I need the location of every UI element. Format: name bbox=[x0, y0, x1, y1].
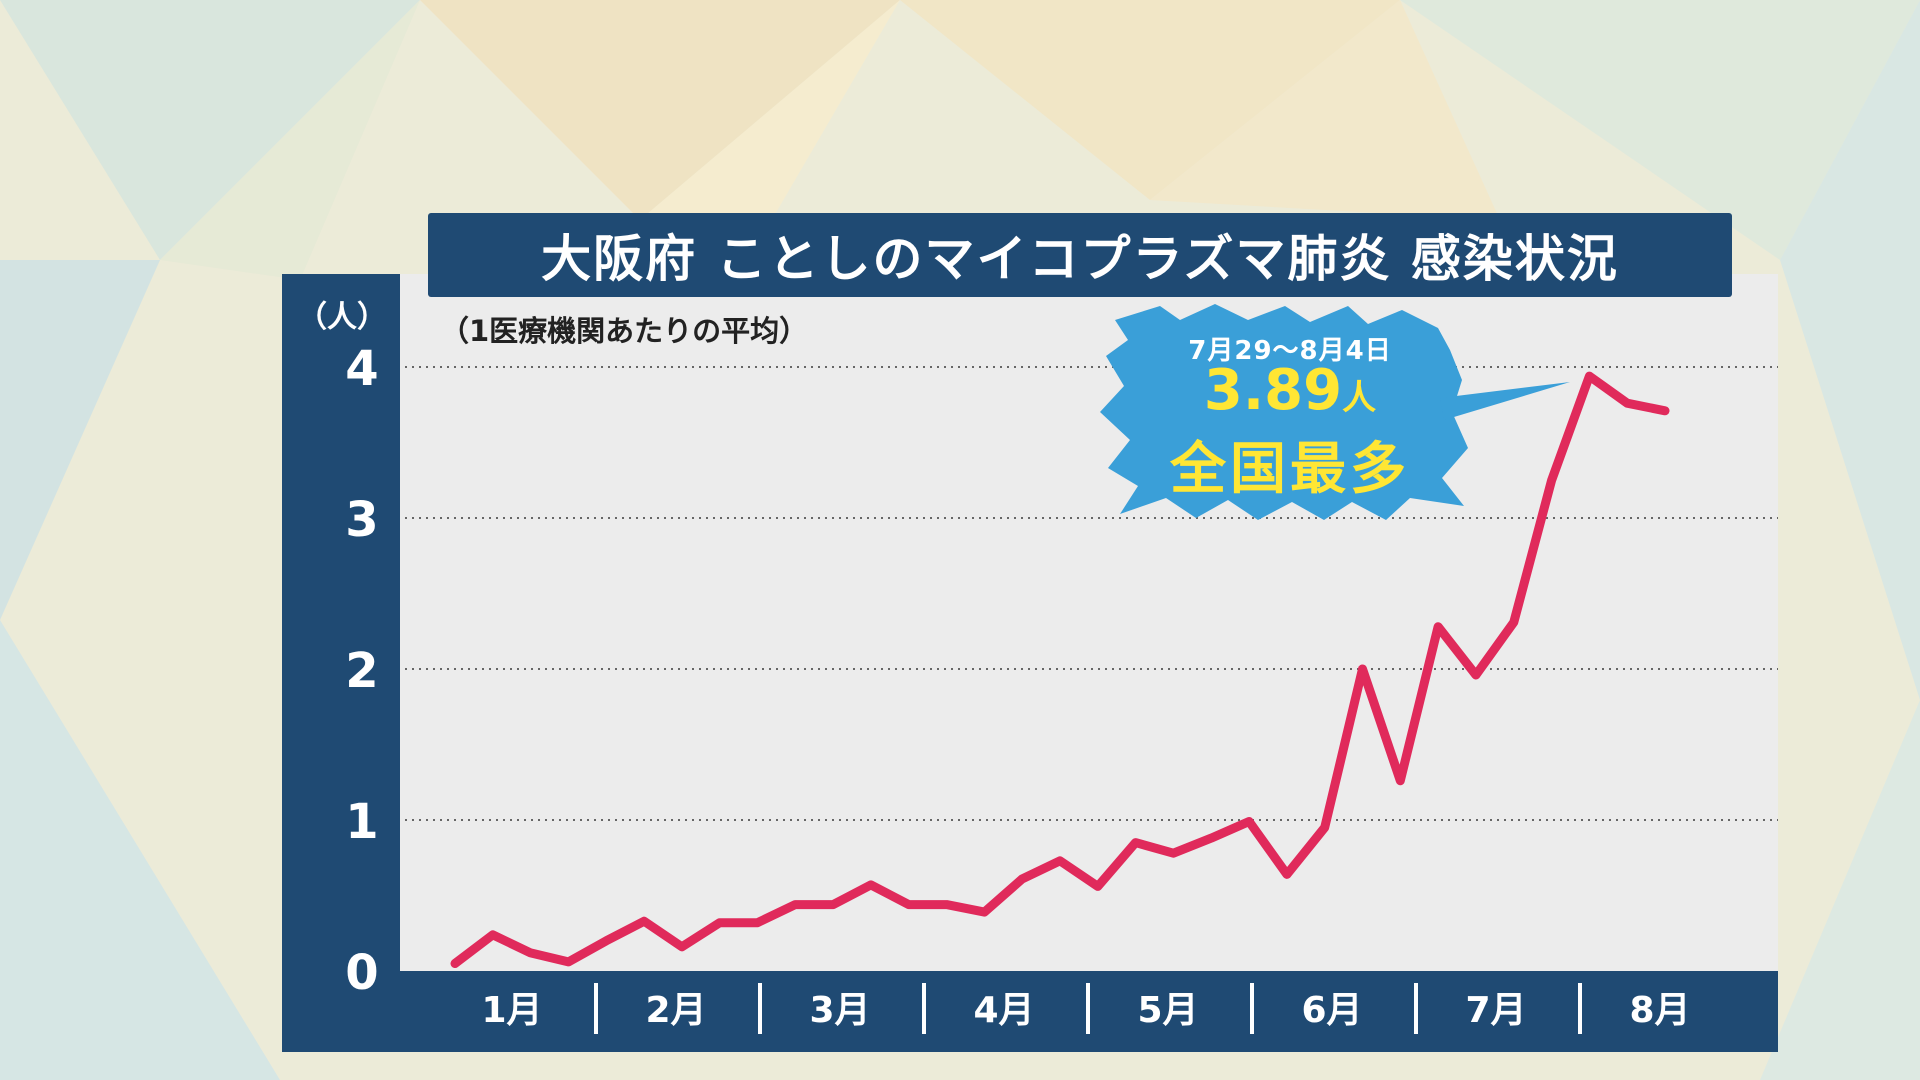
x-tick-label: 6月 bbox=[1301, 990, 1362, 1031]
x-tick-label: 5月 bbox=[1137, 990, 1198, 1031]
y-tick-label: 4 bbox=[345, 341, 378, 397]
x-tick-label: 7月 bbox=[1465, 990, 1526, 1031]
callout-value-unit: 人 bbox=[1342, 378, 1377, 418]
callout-date: 7月29～8月4日 bbox=[1188, 336, 1392, 366]
x-tick-label: 4月 bbox=[973, 990, 1034, 1031]
y-tick-label: 3 bbox=[345, 492, 378, 548]
chart-title: 大阪府 ことしのマイコプラズマ肺炎 感染状況 bbox=[541, 230, 1619, 288]
callout-pointer bbox=[1440, 382, 1570, 420]
chart-subtitle: （1医療機関あたりの平均） bbox=[440, 314, 809, 348]
y-tick-label: 2 bbox=[345, 643, 378, 699]
x-tick-label: 1月 bbox=[481, 990, 542, 1031]
title-bar: 大阪府 ことしのマイコプラズマ肺炎 感染状況 bbox=[428, 213, 1732, 297]
y-tick-label: 1 bbox=[345, 794, 378, 850]
callout-value: 3.89 bbox=[1203, 358, 1343, 423]
y-tick-label: 0 bbox=[345, 945, 378, 1001]
callout-burst bbox=[1100, 304, 1468, 520]
x-tick-label: 2月 bbox=[645, 990, 706, 1031]
series-line bbox=[450, 371, 1670, 968]
y-axis-band bbox=[282, 274, 400, 1052]
x-tick-label: 3月 bbox=[809, 990, 870, 1031]
y-axis-unit-label: （人） bbox=[297, 300, 387, 335]
plot-area bbox=[400, 274, 1778, 971]
x-tick-label: 8月 bbox=[1629, 990, 1690, 1031]
callout-value-line: 3.89人 bbox=[1110, 358, 1470, 423]
callout-note: 全国最多 bbox=[1170, 437, 1410, 502]
